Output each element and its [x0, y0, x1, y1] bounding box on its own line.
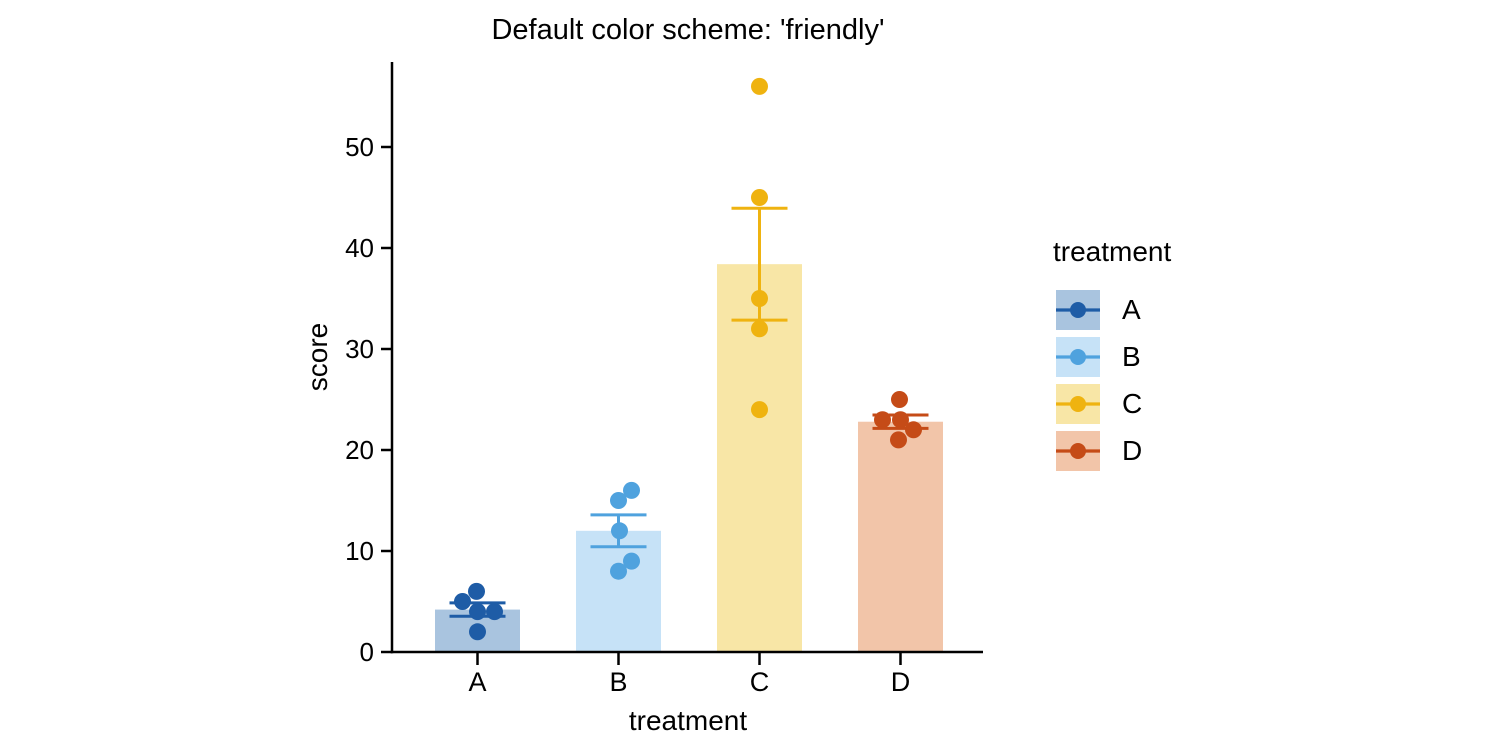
y-tick-label: 0 — [360, 637, 374, 667]
point-B — [623, 552, 640, 570]
point-D — [890, 431, 907, 449]
point-B — [610, 492, 627, 509]
legend-entry-D: D — [1056, 431, 1142, 471]
legend-swatch-icon — [1056, 337, 1100, 377]
legend-title: treatment — [1053, 236, 1172, 267]
y-axis-label: score — [302, 322, 333, 392]
y-tick-label: 50 — [345, 132, 374, 162]
y-tick-label: 30 — [345, 334, 374, 364]
x-tick-label: D — [891, 667, 911, 697]
x-tick-label: A — [468, 667, 486, 697]
chart-title: Default color scheme: 'friendly' — [491, 14, 885, 46]
legend-label: C — [1122, 388, 1143, 419]
point-B — [610, 562, 627, 580]
legend-label: D — [1122, 435, 1143, 466]
point-C — [751, 189, 768, 206]
x-axis-label: treatment — [628, 705, 748, 736]
x-tick-label: C — [750, 667, 770, 697]
y-tick-label: 20 — [345, 435, 374, 465]
legend-label: A — [1122, 294, 1141, 325]
legend-swatch-icon — [1056, 290, 1100, 330]
bar-D — [858, 421, 943, 652]
point-B — [623, 481, 640, 499]
y-tick-label: 10 — [345, 536, 374, 566]
x-tick-label: B — [609, 667, 627, 697]
point-D — [891, 391, 908, 408]
y-tick-label: 40 — [345, 233, 374, 263]
legend-swatch-icon — [1056, 431, 1100, 471]
legend-entry-B: B — [1056, 337, 1141, 377]
legend-swatch-icon — [1056, 384, 1100, 424]
legend-entry-C: C — [1056, 384, 1142, 424]
point-A — [469, 623, 486, 641]
point-C — [751, 401, 768, 419]
legend-entry-A: A — [1056, 290, 1141, 330]
legend-label: B — [1122, 341, 1141, 372]
point-C — [751, 77, 768, 95]
point-C — [751, 320, 768, 338]
bar-B — [576, 530, 661, 652]
point-A — [468, 582, 485, 600]
